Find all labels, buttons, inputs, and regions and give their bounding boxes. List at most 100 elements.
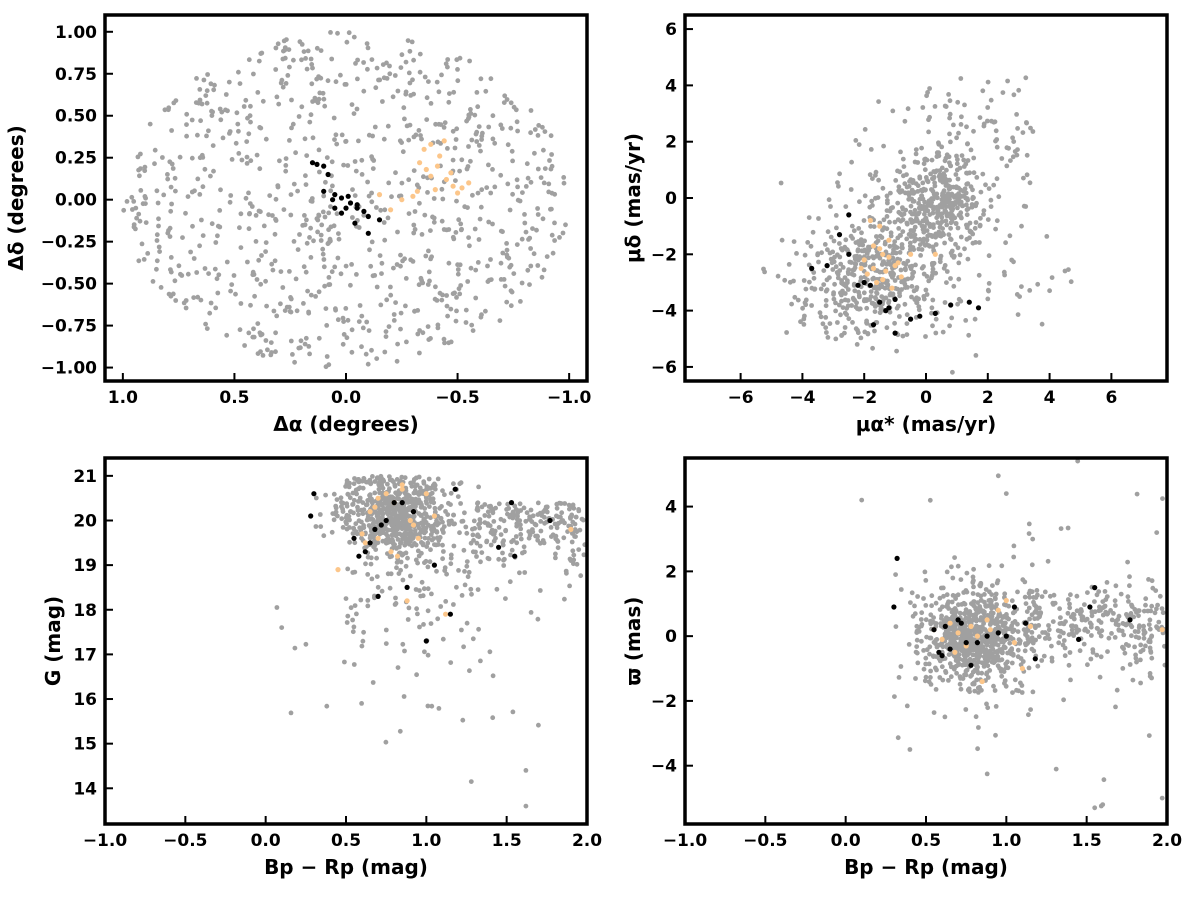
field-star-point — [990, 618, 996, 623]
field-star-point — [361, 629, 366, 635]
field-star-point — [403, 550, 409, 556]
field-star-point — [356, 479, 362, 485]
field-star-point — [830, 267, 836, 272]
field-star-point — [1146, 733, 1152, 738]
field-star-point — [365, 179, 370, 185]
field-star-point — [895, 200, 901, 206]
field-star-point — [250, 269, 256, 275]
field-star-point — [935, 220, 941, 225]
field-star-point — [952, 612, 958, 618]
field-star-point — [992, 595, 998, 601]
field-star-point — [359, 643, 365, 649]
y-axis-label: G (mag) — [41, 596, 65, 686]
field-star-point — [286, 47, 292, 52]
field-star-point — [930, 323, 935, 329]
field-star-point — [542, 129, 548, 135]
field-star-point — [291, 239, 297, 244]
field-star-point — [381, 136, 387, 142]
field-star-point — [394, 496, 400, 501]
field-star-point — [981, 611, 987, 616]
field-star-point — [400, 577, 406, 583]
field-star-point — [538, 175, 544, 181]
field-star-point — [846, 316, 852, 322]
x-tick-label: 2.0 — [1152, 831, 1182, 851]
field-star-point — [977, 115, 983, 120]
field-star-point — [1015, 629, 1021, 634]
field-star-point — [485, 509, 491, 515]
field-star-point — [469, 322, 475, 328]
field-star-point — [884, 226, 890, 232]
field-star-point — [288, 309, 294, 315]
field-star-point — [1034, 588, 1040, 593]
field-star-point — [1146, 622, 1152, 627]
field-star-point — [835, 180, 840, 186]
field-star-point — [985, 217, 991, 223]
field-star-point — [478, 559, 483, 565]
field-star-point — [287, 269, 292, 274]
field-star-point — [1010, 620, 1016, 626]
x-tick-label: 0.0 — [831, 831, 861, 851]
field-star-point — [941, 171, 946, 177]
orange-star-point — [404, 598, 410, 604]
field-star-point — [223, 92, 229, 97]
field-star-point — [836, 183, 841, 189]
field-star-point — [939, 585, 944, 591]
field-star-point — [931, 192, 937, 197]
field-star-point — [403, 518, 409, 523]
field-star-point — [257, 330, 263, 336]
field-star-point — [258, 209, 263, 215]
field-star-point — [1047, 288, 1052, 294]
field-star-point — [396, 193, 402, 199]
y-tick-label: 21 — [73, 467, 97, 487]
field-star-point — [448, 490, 454, 496]
field-star-point — [897, 314, 902, 319]
field-star-point — [927, 497, 933, 503]
field-star-point — [923, 655, 929, 661]
field-star-point — [428, 228, 433, 234]
field-star-point — [994, 144, 1000, 150]
field-star-point — [233, 291, 238, 297]
field-star-point — [342, 659, 347, 665]
field-star-point — [1046, 627, 1052, 633]
field-star-point — [1154, 606, 1159, 612]
orange-star-point — [864, 271, 870, 277]
field-star-point — [370, 521, 376, 527]
black-star-point — [365, 213, 371, 220]
field-star-point — [286, 304, 292, 310]
field-star-point — [973, 202, 979, 208]
field-star-point — [535, 133, 541, 138]
field-star-point — [983, 603, 988, 608]
field-star-point — [500, 550, 505, 556]
field-star-point — [954, 161, 960, 167]
field-star-point — [850, 320, 855, 325]
field-star-point — [428, 101, 434, 106]
field-star-point — [511, 104, 517, 110]
field-star-point — [801, 322, 807, 327]
field-star-point — [316, 74, 321, 79]
field-star-point — [919, 622, 925, 627]
field-star-point — [461, 644, 466, 650]
field-star-point — [410, 259, 416, 264]
orange-star-point — [437, 153, 443, 159]
field-star-point — [425, 564, 431, 570]
field-star-point — [138, 188, 144, 193]
field-star-point — [200, 184, 206, 190]
field-star-point — [825, 229, 831, 235]
field-star-point — [498, 277, 504, 282]
field-star-point — [1062, 653, 1068, 659]
field-star-point — [909, 284, 915, 289]
field-star-point — [433, 284, 438, 290]
field-star-point — [416, 553, 422, 559]
field-star-point — [333, 307, 338, 313]
field-star-point — [405, 500, 411, 505]
field-star-point — [445, 146, 450, 151]
field-star-point — [975, 664, 980, 670]
field-star-point — [859, 497, 865, 503]
field-star-point — [328, 204, 333, 210]
field-star-point — [874, 291, 880, 296]
field-star-point — [411, 57, 416, 63]
field-star-point — [915, 594, 920, 599]
field-star-point — [914, 300, 920, 306]
field-star-point — [955, 176, 961, 182]
field-star-point — [406, 177, 412, 183]
